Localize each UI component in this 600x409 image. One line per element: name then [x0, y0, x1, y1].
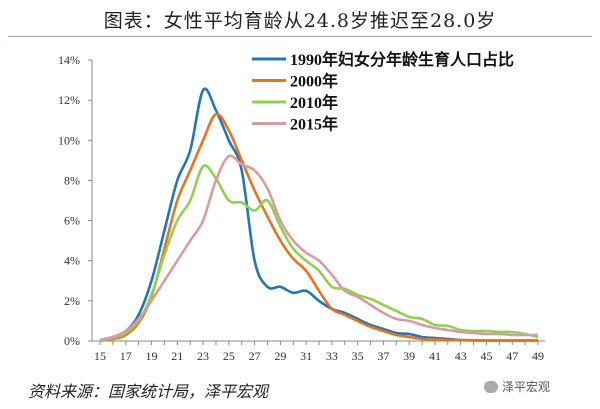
y-tick-label: 6% — [64, 214, 80, 228]
legend-label-2: 2000年 — [290, 72, 338, 91]
x-tick-label: 49 — [532, 349, 544, 363]
x-tick-label: 29 — [274, 349, 286, 363]
x-tick-label: 35 — [352, 349, 364, 363]
y-tick-label: 2% — [64, 294, 80, 308]
x-tick-label: 17 — [120, 349, 132, 363]
x-tick-label: 25 — [223, 349, 235, 363]
x-tick-label: 33 — [326, 349, 338, 363]
chart-title: 图表：女性平均育龄从24.8岁推迟至28.0岁 — [103, 10, 497, 32]
x-tick-label: 27 — [249, 349, 261, 363]
y-tick-label: 0% — [64, 334, 80, 348]
x-tick-label: 47 — [506, 349, 518, 363]
series-line-4 — [99, 154, 538, 342]
legend-label-4: 2015年 — [290, 115, 338, 134]
watermark: 泽平宏观 — [484, 378, 550, 395]
series-line-2 — [99, 112, 538, 342]
x-tick-label: 41 — [429, 349, 441, 363]
x-tick-label: 21 — [171, 349, 183, 363]
x-tick-label: 43 — [455, 349, 467, 363]
x-tick-label: 31 — [300, 349, 312, 363]
x-tick-label: 19 — [146, 349, 158, 363]
wechat-icon — [484, 380, 498, 393]
x-tick-label: 45 — [480, 349, 492, 363]
x-tick-label: 23 — [197, 349, 209, 363]
legend-label-1: 1990年妇女分年龄生育人口占比 — [290, 50, 514, 69]
y-tick-label: 14% — [58, 53, 80, 67]
title-divider — [8, 36, 592, 37]
x-tick-label: 37 — [377, 349, 389, 363]
y-tick-label: 12% — [58, 93, 80, 107]
series-line-3 — [99, 164, 539, 342]
y-tick-label: 8% — [64, 173, 80, 187]
y-tick-label: 4% — [64, 254, 80, 268]
legend-label-3: 2010年 — [290, 93, 338, 112]
y-tick-label: 10% — [58, 133, 80, 147]
source-note: 资料来源：国家统计局，泽平宏观 — [28, 382, 269, 401]
x-tick-label: 39 — [403, 349, 415, 363]
watermark-text: 泽平宏观 — [502, 380, 551, 394]
x-tick-label: 15 — [94, 349, 106, 363]
